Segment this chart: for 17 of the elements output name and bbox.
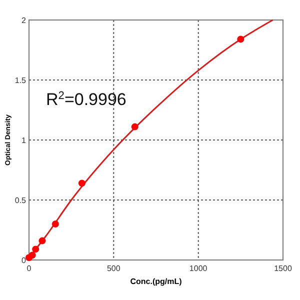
y-tick-label: 2: [22, 16, 27, 25]
y-tick-label: 0.5: [14, 196, 27, 205]
point: [78, 180, 86, 187]
x-tick-label: 500: [106, 264, 121, 273]
point: [131, 123, 138, 130]
x-axis-title: Conc.(pg/mL): [130, 277, 182, 286]
x-tick-label: 1000: [189, 264, 208, 273]
y-tick-label: 1: [22, 136, 27, 145]
x-tick-label: 1500: [274, 264, 292, 273]
annotation: R$^{2}$=0.9996: [46, 90, 126, 109]
y-tick-label: 0: [22, 256, 27, 265]
y-tick-label: 1.5: [14, 76, 27, 85]
point: [32, 246, 40, 253]
point: [28, 252, 36, 259]
point: [38, 237, 46, 244]
point: [52, 220, 59, 228]
point: [237, 36, 244, 43]
